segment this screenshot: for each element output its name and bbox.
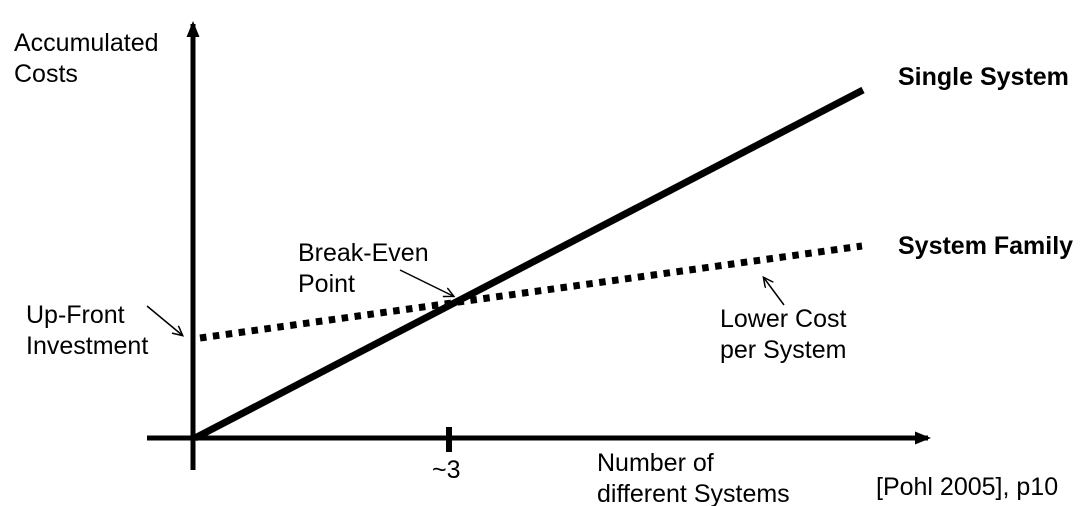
single-system-line [193,86,865,442]
x-tick-label-break-even: ~3 [432,456,461,484]
annotation-lower-cost-per-system: Lower Cost per System [720,305,847,364]
annotation-break-even-point: Break-Even Point [298,239,429,298]
y-axis-label: Accumulated Costs [14,29,159,88]
x-axis-label: Number of different Systems [597,449,790,506]
callout-arrow-lower-cost [764,278,785,306]
callout-arrow-break-even [399,269,453,296]
citation-pohl-2005: [Pohl 2005], p10 [876,473,1059,501]
chart-lines [146,21,931,470]
series-label-single-system: Single System [898,63,1069,91]
series-label-system-family: System Family [898,232,1074,260]
callout-arrow-up-front [146,305,182,335]
annotation-up-front-investment: Up-Front Investment [26,301,149,360]
